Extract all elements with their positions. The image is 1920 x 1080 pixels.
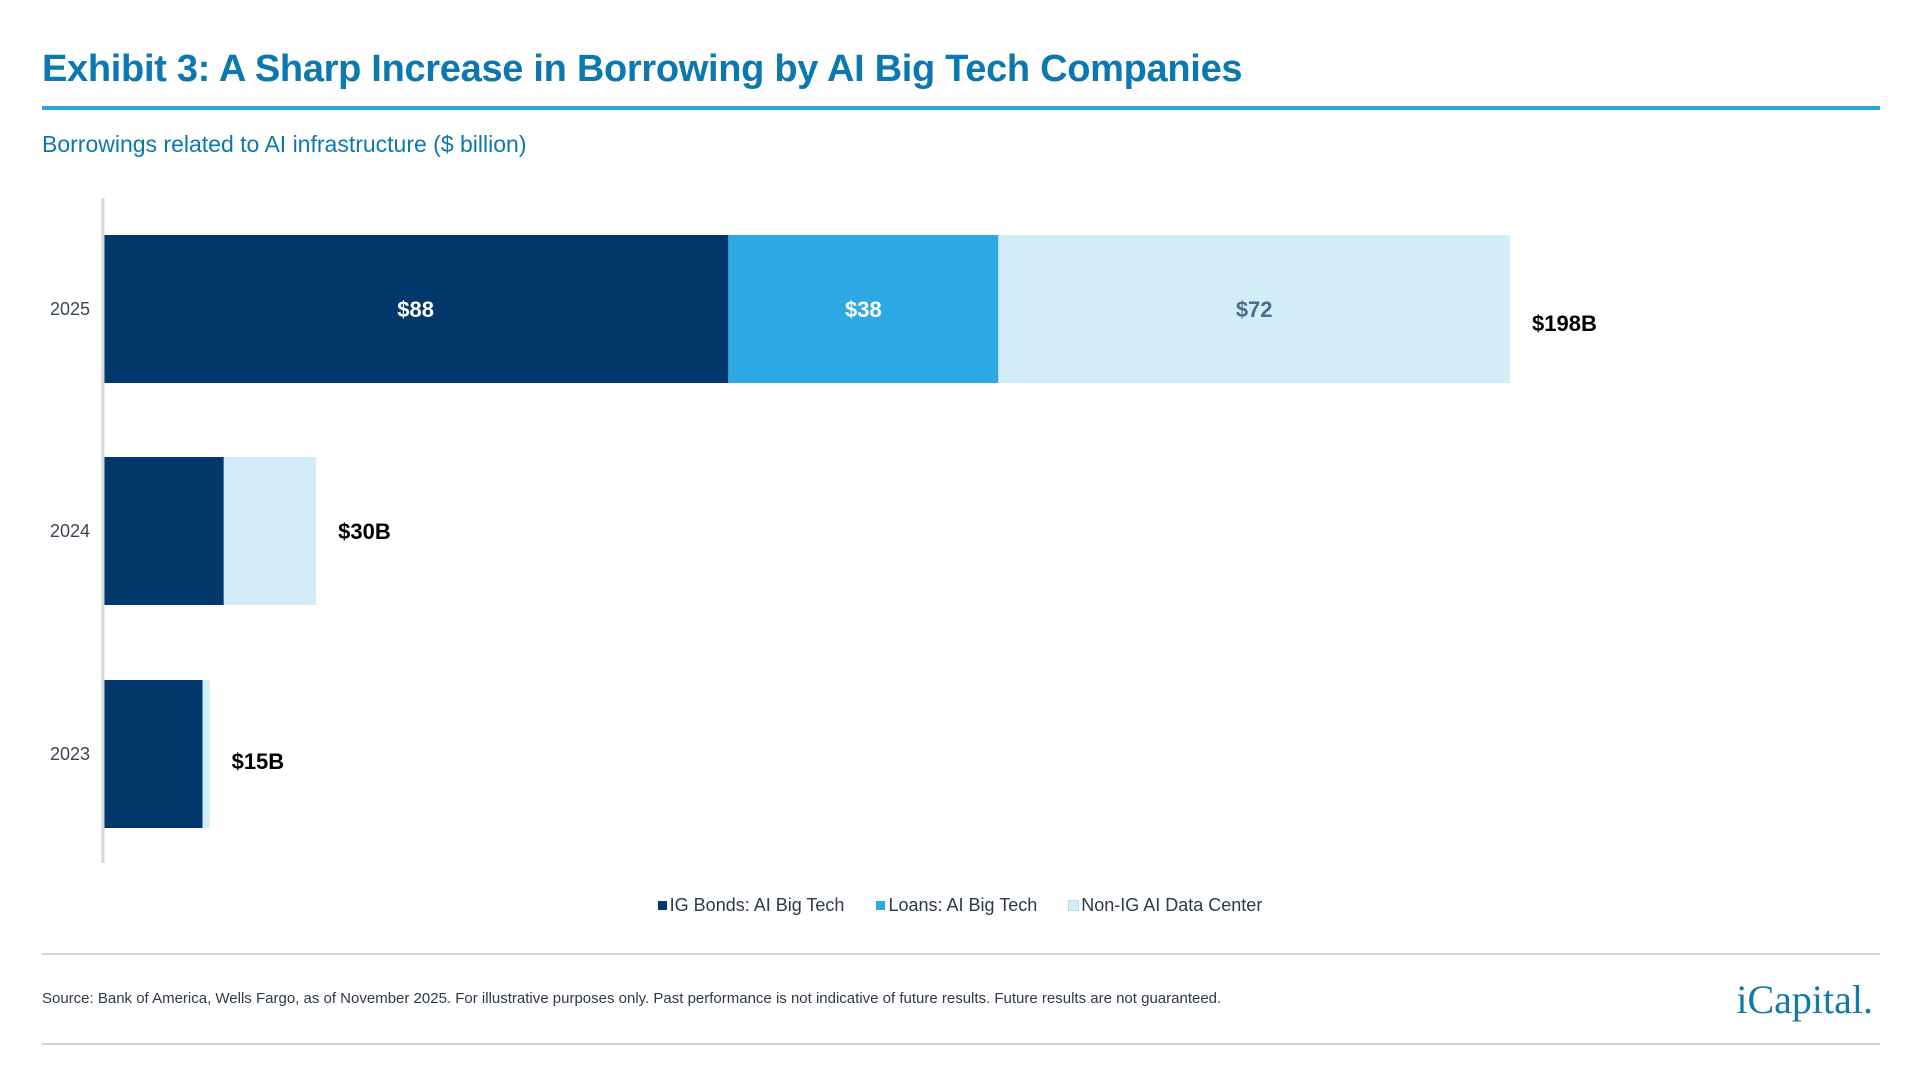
icapital-logo: iCapital. xyxy=(1736,977,1873,1022)
data-label: $72 xyxy=(1236,297,1273,322)
chart-title: Exhibit 3: A Sharp Increase in Borrowing… xyxy=(42,48,1243,90)
bar-segment xyxy=(223,457,317,605)
bar-segment xyxy=(103,680,203,828)
bar-segment xyxy=(998,235,1510,383)
legend-swatch xyxy=(1068,900,1080,911)
legend-item: Loans: AI Big Tech xyxy=(876,895,1037,916)
bar-segment xyxy=(103,457,224,605)
y-tick-label: 2024 xyxy=(50,521,90,541)
data-label: $38 xyxy=(845,297,882,322)
legend-label: Loans: AI Big Tech xyxy=(888,895,1038,915)
bar-chart: $88 $38 $72 $198B 2025 $30B 2024 $15B 2023 xyxy=(50,198,1597,863)
legend-item: IG Bonds: AI Big Tech xyxy=(657,895,845,916)
footer-divider-top xyxy=(42,953,1880,955)
bar-segment xyxy=(103,235,729,383)
y-tick-label: 2025 xyxy=(50,299,90,319)
data-label: $88 xyxy=(397,297,434,322)
y-tick-label: 2023 xyxy=(50,744,90,764)
chart-subtitle: Borrowings related to AI infrastructure … xyxy=(42,131,527,157)
bar-segment xyxy=(728,235,999,383)
footer-divider-bottom xyxy=(42,1043,1880,1045)
title-divider xyxy=(42,106,1880,110)
bar-segment xyxy=(202,680,210,828)
legend-swatch xyxy=(876,901,886,910)
legend-label: IG Bonds: AI Big Tech xyxy=(669,895,845,915)
total-label: $15B xyxy=(232,749,285,774)
legend-swatch xyxy=(657,901,667,910)
legend-label: Non-IG AI Data Center xyxy=(1081,895,1263,915)
total-label: $30B xyxy=(338,519,391,544)
source-note: Source: Bank of America, Wells Fargo, as… xyxy=(42,990,1222,1007)
legend-item: Non-IG AI Data Center xyxy=(1068,895,1263,916)
total-label: $198B xyxy=(1532,311,1597,336)
legend: IG Bonds: AI Big Tech Loans: AI Big Tech N… xyxy=(0,894,1920,916)
